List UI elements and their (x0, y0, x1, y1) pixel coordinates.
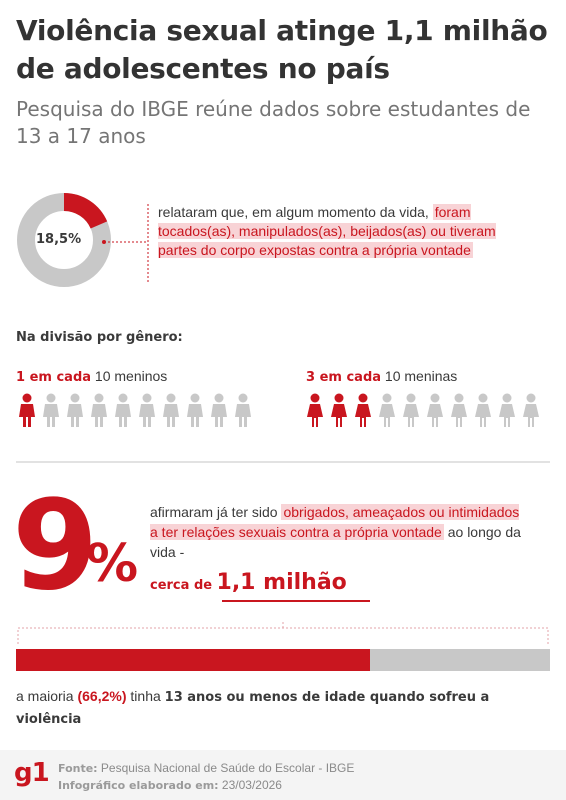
section-divider (16, 461, 550, 463)
girls-label: 3 em cada 10 meninas (306, 368, 457, 385)
girl-icon-2 (331, 393, 347, 427)
page-subtitle: Pesquisa do IBGE reúne dados sobre estud… (16, 97, 531, 148)
majority-pct: (66,2%) (77, 688, 127, 704)
majority-mid: tinha (130, 688, 161, 704)
forced-stat-text: afirmaram já ter sido obrigados, ameaçad… (150, 502, 530, 562)
source-block: Fonte: Pesquisa Nacional de Saúde do Esc… (58, 760, 354, 794)
majority-bold: 13 anos ou menos de idade quando sofreu … (16, 690, 490, 727)
girl-icon-6 (427, 393, 443, 427)
boy-icon-1 (19, 393, 35, 427)
boy-icon-4 (91, 393, 107, 427)
boys-label: 1 em cada 10 meninos (16, 368, 167, 385)
cerca-line: cerca de 1,1 milhão (150, 570, 347, 595)
touched-stat-text: relataram que, em algum momento da vida,… (158, 203, 538, 260)
girl-icon-7 (451, 393, 467, 427)
made-label: Infográfico elaborado em: (58, 779, 219, 792)
girls-pictogram (307, 393, 539, 427)
boy-icon-8 (187, 393, 203, 427)
donut-chart (17, 193, 111, 287)
boys-label-rest: 10 meninos (94, 368, 168, 384)
percent-sign: % (86, 534, 139, 594)
page-title: Violência sexual atinge 1,1 milhão de ad… (16, 14, 548, 85)
forced-stat-lead: afirmaram já ter sido (150, 504, 278, 520)
majority-bar-fill (16, 649, 370, 671)
boy-icon-9 (211, 393, 227, 427)
boys-pictogram (19, 393, 251, 427)
callout-connector (102, 204, 149, 282)
boy-icon-6 (139, 393, 155, 427)
source-line: Fonte: Pesquisa Nacional de Saúde do Esc… (58, 760, 354, 777)
cerca-small: cerca de (150, 578, 213, 593)
girl-icon-5 (403, 393, 419, 427)
boys-label-bold: 1 em cada (16, 370, 92, 385)
majority-text: a maioria (66,2%) tinha 13 anos ou menos… (16, 686, 536, 730)
girl-icon-10 (523, 393, 539, 427)
majority-bar (16, 649, 550, 671)
source-label: Fonte: (58, 762, 98, 775)
touched-stat-lead: relataram que, em algum momento da vida, (158, 204, 429, 220)
donut-value-label: 18,5% (36, 232, 82, 247)
boy-icon-7 (163, 393, 179, 427)
girl-icon-8 (475, 393, 491, 427)
donut-slice (17, 193, 111, 287)
forced-stat-tail: ao longo da vida - (150, 524, 521, 560)
cerca-underline (222, 600, 370, 602)
bar-bracket (17, 620, 549, 644)
cerca-big: 1,1 milhão (216, 570, 347, 595)
boy-icon-2 (43, 393, 59, 427)
source-value: Pesquisa Nacional de Saúde do Escolar - … (100, 761, 355, 775)
boy-icon-5 (115, 393, 131, 427)
big-number: 9 (12, 474, 98, 618)
boy-icon-3 (67, 393, 83, 427)
girl-icon-3 (355, 393, 371, 427)
girl-icon-1 (307, 393, 323, 427)
footer (0, 750, 566, 800)
made-value: 23/03/2026 (221, 778, 282, 792)
girls-label-rest: 10 meninas (384, 368, 458, 384)
made-line: Infográfico elaborado em: 23/03/2026 (58, 777, 354, 794)
girls-label-bold: 3 em cada (306, 370, 382, 385)
boy-icon-10 (235, 393, 251, 427)
girl-icon-4 (379, 393, 395, 427)
g1-logo: g1 (14, 758, 50, 788)
majority-lead: a maioria (16, 688, 74, 704)
girl-icon-9 (499, 393, 515, 427)
gender-section-label: Na divisão por gênero: (16, 330, 183, 345)
